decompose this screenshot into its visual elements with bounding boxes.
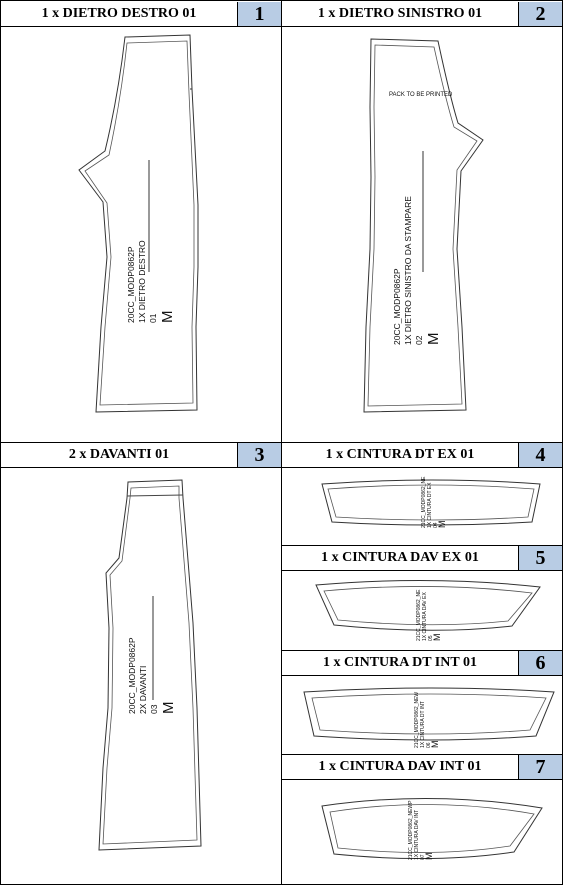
label-description: 1X CINTURA DAV EX [422,592,428,641]
pattern-piece-1: 20CC_MODP0862P 1X DIETRO DESTRO 01 M [1,27,281,442]
piece-number: 5 [518,546,562,570]
label-size: M [424,853,434,861]
piece-labels: 21CC_MODP0862_NEWP 1X CINTURA DAV INT 07… [408,800,434,860]
pattern-outline [304,688,554,740]
label-description: 1X CINTURA DT EX [427,482,433,528]
piece-number: 3 [237,443,281,467]
piece-header-3: 2 x DAVANTI 01 3 [1,443,281,467]
label-size: M [160,702,177,715]
piece-labels: 20CC_MODP0862P 1X DIETRO SINISTRO DA STA… [392,196,442,345]
pattern-piece-3: 20CC_MODP0862P 2X DAVANTI 03 M [1,468,281,884]
pattern-outline [99,480,201,850]
label-code: 20CC_MODP0862P [392,268,402,345]
label-index: 03 [149,704,159,714]
piece-labels: 21CC_MODP0862_NE 1X CINTURA DAV EX 05 M [416,589,442,641]
piece-labels: 20CC_MODP0862P 1X DIETRO DESTRO 01 M [126,240,176,323]
piece-header-6: 1 x CINTURA DT INT 01 6 [282,651,562,675]
seam-line [312,694,546,734]
seam-line [330,804,534,852]
label-code: 20CC_MODP0862P [126,246,136,323]
piece-number: 2 [518,2,562,26]
piece-labels: 20CC_MODP0862P 2X DAVANTI 03 M [127,637,177,714]
label-size: M [425,333,442,346]
piece-header-5: 1 x CINTURA DAV EX 01 5 [282,546,562,570]
pattern-outline [316,580,540,630]
pattern-piece-5: 21CC_MODP0862_NE 1X CINTURA DAV EX 05 M [282,571,562,650]
label-size: M [159,311,176,324]
seam-line [85,41,194,405]
piece-title: 1 x DIETRO DESTRO 01 [1,6,237,22]
print-note: PACK TO BE PRINTED [389,92,453,98]
label-index: 01 [148,313,158,323]
piece-number: 4 [518,443,562,467]
piece-number: 7 [518,755,562,779]
piece-title: 1 x CINTURA DAV EX 01 [282,550,518,566]
label-size: M [437,521,447,529]
seam-line [324,586,532,624]
piece-number: 6 [518,651,562,675]
label-description: 1X DIETRO SINISTRO DA STAMPARE [403,196,413,345]
pattern-piece-6: 21CC_MODP0862_NEW 1X CINTURA DT INT 06 M [282,676,562,754]
pattern-piece-4: 21CC_MODP0862_NE 1X CINTURA DT EX 04 M [282,468,562,545]
label-index: 02 [414,335,424,345]
label-description: 1X CINTURA DT INT [420,701,426,748]
pattern-piece-7: 21CC_MODP0862_NEWP 1X CINTURA DAV INT 07… [282,780,562,884]
label-description: 2X DAVANTI [138,666,148,714]
pattern-outline [79,35,198,412]
piece-header-4: 1 x CINTURA DT EX 01 4 [282,443,562,467]
piece-title: 1 x CINTURA DAV INT 01 [282,759,518,775]
seam-line [103,486,197,844]
piece-title: 1 x DIETRO SINISTRO 01 [282,6,518,22]
piece-header-1: 1 x DIETRO DESTRO 01 1 [1,2,281,26]
piece-header-7: 1 x CINTURA DAV INT 01 7 [282,755,562,779]
label-size: M [432,634,442,642]
pattern-piece-2: PACK TO BE PRINTED 20CC_MODP0862P 1X DIE… [282,27,562,442]
piece-title: 1 x CINTURA DT INT 01 [282,655,518,671]
label-description: 1X CINTURA DAV INT [414,810,420,860]
piece-header-2: 1 x DIETRO SINISTRO 01 2 [282,2,562,26]
label-description: 1X DIETRO DESTRO [137,240,147,323]
label-size: M [430,741,440,749]
piece-title: 1 x CINTURA DT EX 01 [282,447,518,463]
piece-title: 2 x DAVANTI 01 [1,447,237,463]
piece-number: 1 [237,2,281,26]
label-code: 20CC_MODP0862P [127,637,137,714]
